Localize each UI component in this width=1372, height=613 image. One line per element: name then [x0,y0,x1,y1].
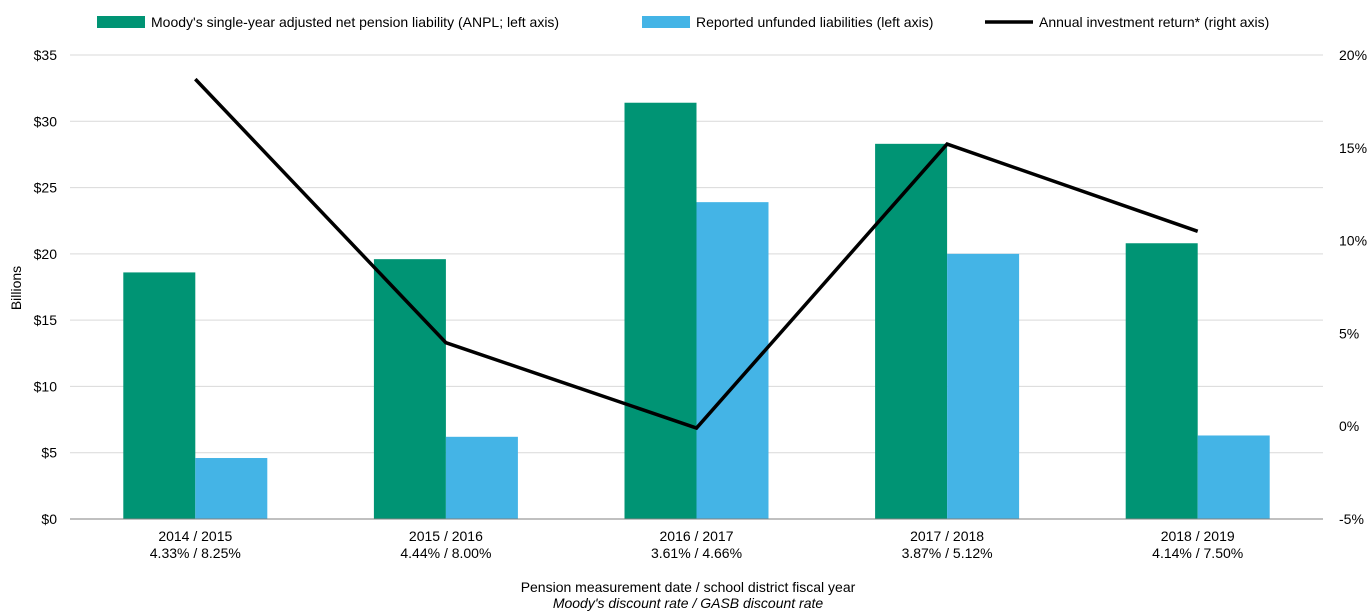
x-tick-label: 2015 / 2016 [409,528,483,544]
x-axis-title: Pension measurement date / school distri… [521,579,856,595]
x-tick-sublabel: 4.14% / 7.50% [1152,545,1243,561]
bar-anpl [624,102,697,520]
bar-reported [195,458,268,519]
return-line [194,77,1199,431]
bar-anpl [123,272,196,519]
x-tick-label: 2018 / 2019 [1161,528,1235,544]
y-tick-label: $5 [41,445,57,461]
y-tick-label: $20 [34,246,58,262]
bar-reported [1197,435,1270,519]
axes: $0 $5 $10 $15 $20 $25 $30 $35 -5% 0% 5% 10% 15% 20% 20… [34,47,1367,561]
legend-label: Moody's single-year adjusted net pension… [151,14,559,30]
legend-swatch [642,16,690,28]
bar-reported [947,253,1020,519]
bar-anpl [875,143,948,519]
x-tick-sublabel: 3.87% / 5.12% [902,545,993,561]
y2-tick-label: 5% [1339,325,1359,341]
x-tick-label: 2014 / 2015 [158,528,232,544]
y2-tick-label: 15% [1339,140,1367,156]
y-tick-label: $25 [34,180,58,196]
line-series [194,77,1199,431]
legend-label: Annual investment return* (right axis) [1039,14,1269,30]
y2-tick-label: 0% [1339,418,1359,434]
bar-anpl [373,259,446,519]
x-tick-sublabel: 4.33% / 8.25% [150,545,241,561]
legend-label: Reported unfunded liabilities (left axis… [696,14,933,30]
x-tick-sublabel: 4.44% / 8.00% [400,545,491,561]
x-axis-subtitle: Moody's discount rate / GASB discount ra… [553,595,824,611]
y2-tick-label: -5% [1339,511,1364,527]
y-tick-label: $0 [41,511,57,527]
legend-swatch [97,16,145,28]
y-tick-label: $30 [34,113,58,129]
y2-tick-label: 10% [1339,233,1367,249]
x-tick-label: 2017 / 2018 [910,528,984,544]
legend: Moody's single-year adjusted net pension… [97,14,1269,30]
y-tick-label: $10 [34,378,58,394]
x-tick-sublabel: 3.61% / 4.66% [651,545,742,561]
y-axis-title: Billions [8,266,24,310]
y2-tick-label: 20% [1339,47,1367,63]
x-tick-label: 2016 / 2017 [660,528,734,544]
bars [123,102,1270,520]
y-tick-label: $35 [34,47,58,63]
y-tick-label: $15 [34,312,58,328]
bar-reported [445,436,518,519]
bar-anpl [1125,243,1198,519]
